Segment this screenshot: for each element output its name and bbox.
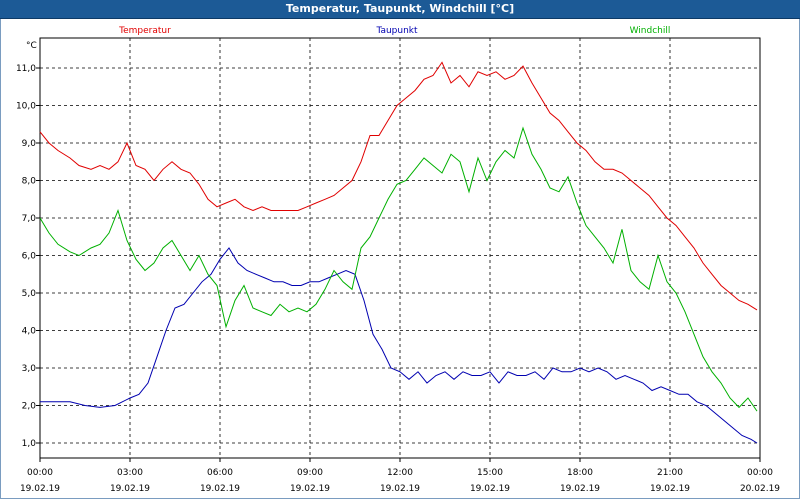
x-tick-date: 19.02.19 <box>290 484 330 494</box>
x-tick-date: 19.02.19 <box>20 484 60 494</box>
x-tick-time: 21:00 <box>657 468 683 478</box>
legend-windchill: Windchill <box>630 26 671 36</box>
legend-temperatur: Temperatur <box>118 26 171 36</box>
legend-taupunkt: Taupunkt <box>375 26 418 36</box>
y-axis-label: °C <box>26 41 37 51</box>
y-tick-label: 9,0 <box>22 139 37 149</box>
x-tick-date: 19.02.19 <box>560 484 600 494</box>
x-tick-time: 18:00 <box>567 468 593 478</box>
x-tick-time: 09:00 <box>297 468 323 478</box>
y-tick-label: 7,0 <box>22 214 37 224</box>
x-tick-time: 12:00 <box>387 468 413 478</box>
y-tick-label: 6,0 <box>22 252 37 262</box>
y-tick-label: 8,0 <box>22 177 37 187</box>
chart-title: Temperatur, Taupunkt, Windchill [°C] <box>0 0 800 19</box>
x-tick-date: 19.02.19 <box>380 484 420 494</box>
x-tick-date: 19.02.19 <box>110 484 150 494</box>
x-tick-time: 06:00 <box>207 468 233 478</box>
y-tick-label: 2,0 <box>22 402 37 412</box>
plot-border <box>39 37 761 459</box>
y-tick-label: 11,0 <box>16 64 36 74</box>
y-tick-label: 1,0 <box>22 439 37 449</box>
y-tick-label: 10,0 <box>16 102 36 112</box>
x-tick-time: 00:00 <box>747 468 773 478</box>
series-line-temperatur <box>39 61 758 311</box>
x-tick-date: 19.02.19 <box>200 484 240 494</box>
x-tick-time: 03:00 <box>117 468 143 478</box>
series-line-windchill <box>39 126 758 412</box>
y-tick-label: 4,0 <box>22 327 37 337</box>
y-tick-label: 5,0 <box>22 289 37 299</box>
series-line-taupunkt <box>40 247 758 444</box>
x-tick-time: 00:00 <box>27 468 53 478</box>
x-tick-date: 20.02.19 <box>740 484 780 494</box>
x-tick-date: 19.02.19 <box>650 484 690 494</box>
x-tick-time: 15:00 <box>477 468 503 478</box>
y-tick-label: 3,0 <box>22 364 37 374</box>
x-tick-date: 19.02.19 <box>470 484 510 494</box>
